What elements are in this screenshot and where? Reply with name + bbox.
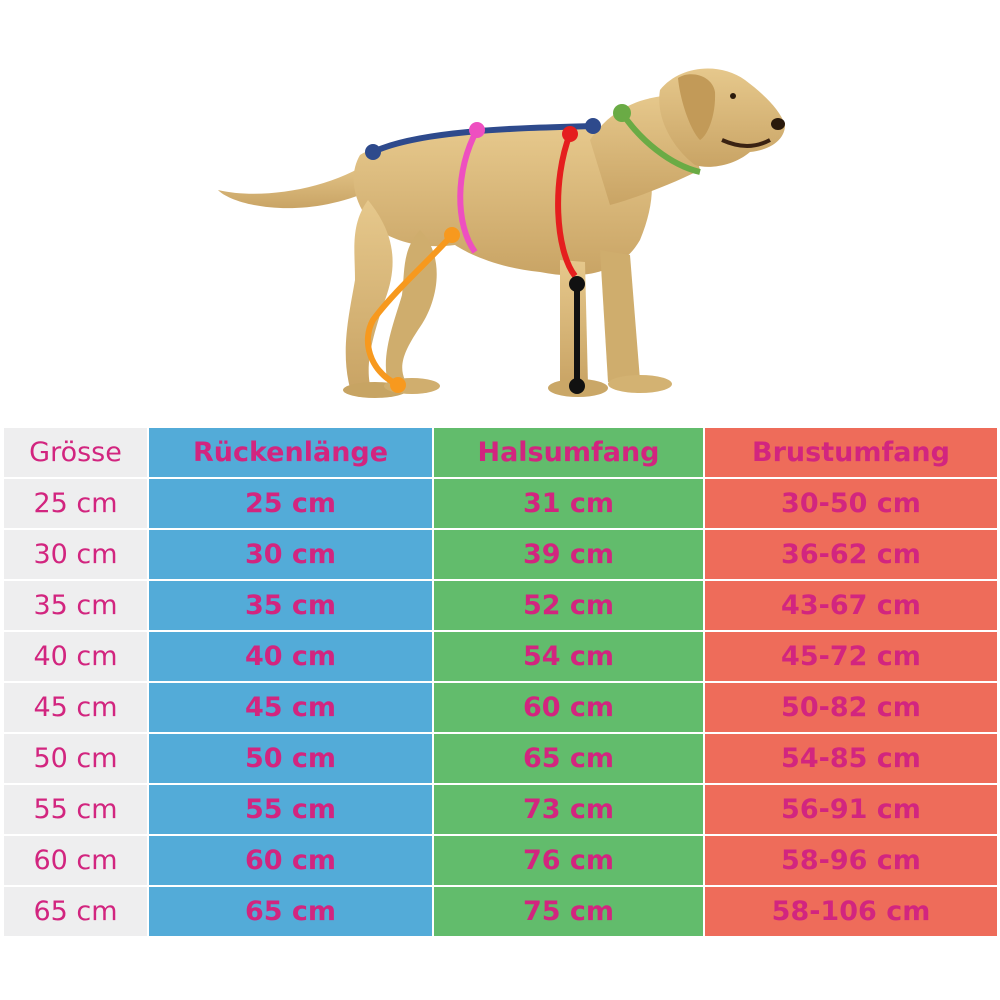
neck-girth-cell: 54 cm	[433, 631, 705, 683]
neck-girth-cell: 52 cm	[433, 580, 705, 632]
back-length-cell: 35 cm	[148, 580, 434, 632]
table-row: 35 cm 35 cm 52 cm 43-67 cm	[4, 580, 999, 632]
back-length-cell: 60 cm	[148, 835, 434, 887]
size-cell: 30 cm	[4, 529, 149, 581]
size-cell: 45 cm	[4, 682, 149, 734]
table-row: 55 cm 55 cm 73 cm 56-91 cm	[4, 784, 999, 836]
size-chart-table: Grösse Rückenlänge Halsumfang Brustumfan…	[4, 428, 999, 938]
neck-girth-cell: 75 cm	[433, 886, 705, 938]
size-cell: 55 cm	[4, 784, 149, 836]
waist-girth-line	[457, 128, 480, 254]
header-neck-girth: Halsumfang	[433, 428, 705, 479]
chest-girth-cell: 58-96 cm	[704, 835, 999, 887]
back-length-cell: 40 cm	[148, 631, 434, 683]
chest-girth-cell: 45-72 cm	[704, 631, 999, 683]
table-row: 25 cm 25 cm 31 cm 30-50 cm	[4, 478, 999, 530]
chest-girth-cell: 54-85 cm	[704, 733, 999, 785]
size-cell: 35 cm	[4, 580, 149, 632]
dog-illustration	[218, 68, 785, 398]
neck-girth-cell: 31 cm	[433, 478, 705, 530]
back-length-cell: 65 cm	[148, 886, 434, 938]
chest-girth-line	[555, 132, 578, 278]
table-row: 50 cm 50 cm 65 cm 54-85 cm	[4, 733, 999, 785]
size-cell: 65 cm	[4, 886, 149, 938]
chest-girth-cell: 36-62 cm	[704, 529, 999, 581]
chest-girth-cell: 58-106 cm	[704, 886, 999, 938]
size-cell: 25 cm	[4, 478, 149, 530]
size-cell: 40 cm	[4, 631, 149, 683]
chest-girth-cell: 50-82 cm	[704, 682, 999, 734]
back-length-cell: 45 cm	[148, 682, 434, 734]
header-chest-girth: Brustumfang	[704, 428, 999, 479]
chest-girth-cell: 43-67 cm	[704, 580, 999, 632]
neck-girth-cell: 65 cm	[433, 733, 705, 785]
neck-girth-cell: 76 cm	[433, 835, 705, 887]
back-length-cell: 30 cm	[148, 529, 434, 581]
chest-girth-cell: 56-91 cm	[704, 784, 999, 836]
dog-icon	[218, 68, 785, 398]
size-cell: 60 cm	[4, 835, 149, 887]
neck-girth-line	[619, 111, 701, 175]
table-row: 65 cm 65 cm 75 cm 58-106 cm	[4, 886, 999, 938]
header-back-length: Rückenlänge	[148, 428, 434, 479]
back-length-cell: 55 cm	[148, 784, 434, 836]
hind-leg-line	[364, 233, 455, 388]
header-size: Grösse	[4, 428, 149, 479]
chest-girth-cell: 30-50 cm	[704, 478, 999, 530]
size-cell: 50 cm	[4, 733, 149, 785]
neck-girth-cell: 60 cm	[433, 682, 705, 734]
back-length-cell: 25 cm	[148, 478, 434, 530]
neck-girth-cell: 39 cm	[433, 529, 705, 581]
table-row: 30 cm 30 cm 39 cm 36-62 cm	[4, 529, 999, 581]
neck-girth-cell: 73 cm	[433, 784, 705, 836]
back-length-cell: 50 cm	[148, 733, 434, 785]
table-row: 40 cm 40 cm 54 cm 45-72 cm	[4, 631, 999, 683]
table-row: 45 cm 45 cm 60 cm 50-82 cm	[4, 682, 999, 734]
table-row: 60 cm 60 cm 76 cm 58-96 cm	[4, 835, 999, 887]
table-header-row: Grösse Rückenlänge Halsumfang Brustumfan…	[4, 428, 999, 479]
